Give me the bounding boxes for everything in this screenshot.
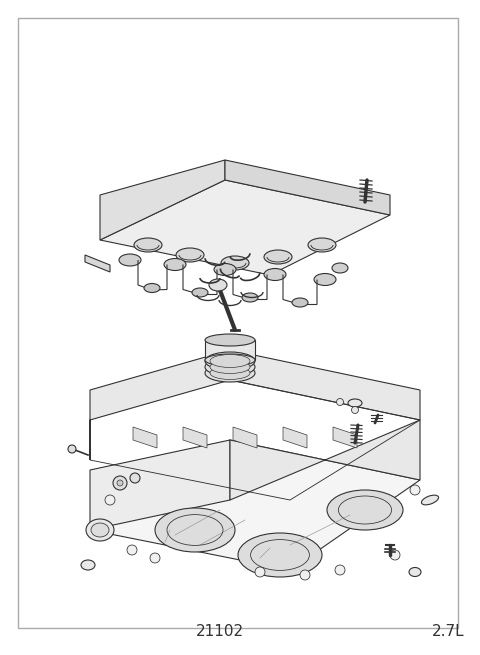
- Ellipse shape: [214, 263, 236, 276]
- Circle shape: [410, 485, 420, 495]
- Circle shape: [336, 398, 344, 405]
- Ellipse shape: [91, 523, 109, 537]
- Polygon shape: [100, 160, 225, 240]
- Ellipse shape: [264, 250, 292, 264]
- Ellipse shape: [209, 279, 227, 291]
- Ellipse shape: [264, 269, 286, 280]
- Ellipse shape: [192, 288, 208, 297]
- Ellipse shape: [314, 274, 336, 286]
- Ellipse shape: [332, 263, 348, 273]
- Ellipse shape: [348, 399, 362, 407]
- Ellipse shape: [205, 364, 255, 382]
- Ellipse shape: [210, 354, 250, 367]
- Circle shape: [113, 476, 127, 490]
- Ellipse shape: [308, 238, 336, 252]
- Circle shape: [255, 567, 265, 577]
- Ellipse shape: [292, 298, 308, 307]
- Ellipse shape: [409, 567, 421, 576]
- Ellipse shape: [205, 334, 255, 346]
- Ellipse shape: [327, 490, 403, 530]
- Circle shape: [150, 553, 160, 563]
- Polygon shape: [85, 255, 110, 272]
- Ellipse shape: [210, 360, 250, 373]
- Polygon shape: [100, 180, 390, 275]
- Circle shape: [117, 480, 123, 486]
- Ellipse shape: [242, 293, 258, 302]
- Polygon shape: [133, 427, 157, 448]
- Ellipse shape: [155, 508, 235, 552]
- Polygon shape: [90, 440, 230, 530]
- Ellipse shape: [164, 259, 186, 271]
- Polygon shape: [90, 350, 420, 460]
- Circle shape: [130, 473, 140, 483]
- Circle shape: [300, 570, 310, 580]
- Ellipse shape: [86, 519, 114, 541]
- Text: 2.7L: 2.7L: [432, 624, 464, 639]
- Polygon shape: [225, 160, 390, 215]
- Ellipse shape: [134, 238, 162, 252]
- Polygon shape: [283, 427, 307, 448]
- Ellipse shape: [238, 533, 322, 577]
- Ellipse shape: [81, 560, 95, 570]
- Circle shape: [335, 565, 345, 575]
- Ellipse shape: [176, 248, 204, 262]
- Polygon shape: [90, 440, 420, 570]
- Circle shape: [390, 550, 400, 560]
- Polygon shape: [333, 427, 357, 448]
- Circle shape: [351, 407, 359, 413]
- Polygon shape: [233, 427, 257, 448]
- Circle shape: [105, 495, 115, 505]
- Ellipse shape: [205, 354, 255, 366]
- Ellipse shape: [221, 256, 249, 270]
- Ellipse shape: [210, 367, 250, 379]
- Ellipse shape: [421, 495, 439, 505]
- Polygon shape: [230, 420, 420, 500]
- Text: 21102: 21102: [196, 624, 244, 639]
- Circle shape: [68, 445, 76, 453]
- Circle shape: [127, 545, 137, 555]
- Ellipse shape: [205, 352, 255, 370]
- Polygon shape: [205, 340, 255, 360]
- Ellipse shape: [119, 254, 141, 266]
- Polygon shape: [183, 427, 207, 448]
- Ellipse shape: [205, 358, 255, 376]
- Ellipse shape: [144, 284, 160, 293]
